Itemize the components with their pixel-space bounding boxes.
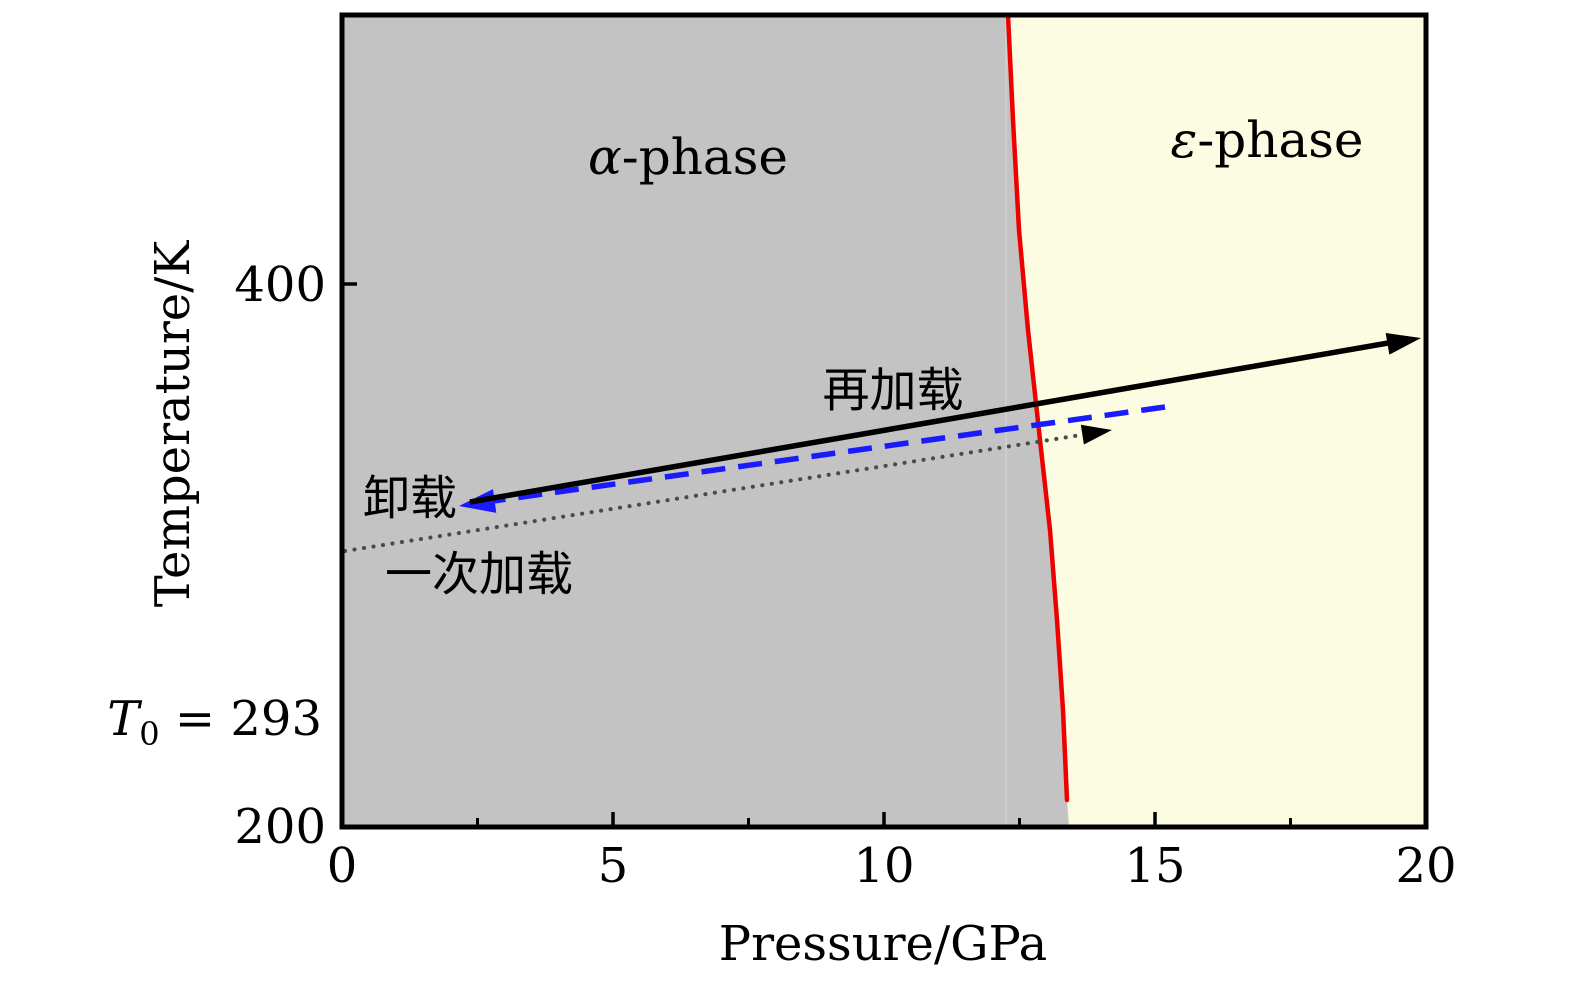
y-tick-label-200: 200	[234, 799, 326, 855]
epsilon-symbol: ε	[1170, 111, 1198, 169]
epsilon-phase-label: ε-phase	[1170, 115, 1363, 165]
x-tick-label-5: 5	[597, 838, 629, 894]
t0-symbol: T	[107, 691, 140, 747]
first-loading-path	[343, 430, 1102, 553]
x-tick-label-0: 0	[326, 838, 358, 894]
unloading-path	[471, 404, 1166, 507]
unloading-path-label: 卸载	[363, 471, 457, 527]
phase-boundary-line	[1005, 12, 1070, 803]
t0-subscript: 0	[139, 715, 160, 753]
x-tick-label-10: 10	[853, 838, 915, 894]
epsilon-rest: -phase	[1197, 111, 1364, 169]
first-loading-path-label: 一次加载	[385, 547, 573, 603]
first-loading-arrowhead	[1080, 424, 1112, 445]
x-tick-label-15: 15	[1124, 838, 1186, 894]
t0-annotation: T0 = 293	[107, 695, 322, 750]
y-axis-title: Temperature/K	[145, 240, 201, 608]
reloading-path-label: 再加载	[822, 363, 964, 419]
alpha-region	[342, 15, 1069, 827]
reloading-arrowhead	[1385, 332, 1421, 355]
alpha-symbol: α	[588, 128, 622, 186]
alpha-rest: -phase	[621, 128, 788, 186]
x-tick-label-20: 20	[1395, 838, 1457, 894]
x-axis-title: Pressure/GPa	[718, 916, 1048, 972]
reloading-path	[469, 338, 1401, 505]
t0-value: = 293	[159, 691, 322, 747]
y-tick-label-400: 400	[234, 257, 326, 313]
alpha-phase-label: α-phase	[588, 132, 788, 182]
